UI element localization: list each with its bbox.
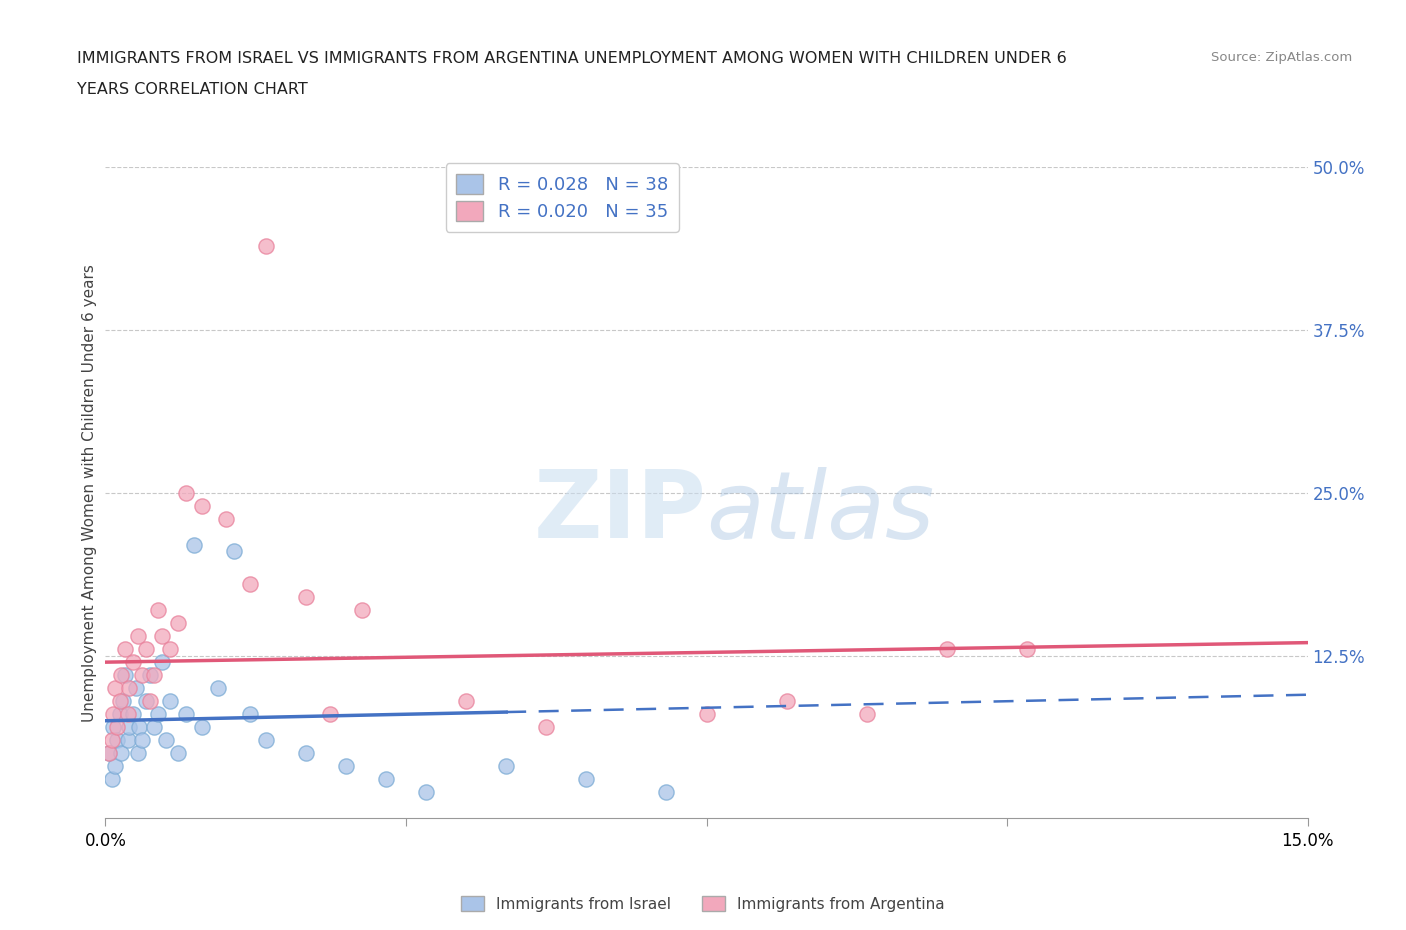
Point	[131, 733, 153, 748]
Point	[655, 785, 678, 800]
Point	[117, 707, 139, 722]
Point	[936, 642, 959, 657]
Point	[159, 694, 181, 709]
Point	[295, 590, 318, 604]
Point	[174, 707, 197, 722]
Point	[239, 577, 262, 591]
Point	[135, 694, 157, 709]
Legend: R = 0.028   N = 38, R = 0.020   N = 35: R = 0.028 N = 38, R = 0.020 N = 35	[446, 164, 679, 232]
Point	[190, 498, 212, 513]
Point	[135, 642, 157, 657]
Point	[138, 668, 160, 683]
Point	[295, 746, 318, 761]
Point	[101, 733, 124, 748]
Point	[335, 759, 357, 774]
Point	[155, 733, 177, 748]
Text: YEARS CORRELATION CHART: YEARS CORRELATION CHART	[77, 82, 308, 97]
Point	[146, 603, 169, 618]
Point	[495, 759, 517, 774]
Point	[118, 720, 141, 735]
Point	[183, 538, 205, 552]
Point	[159, 642, 181, 657]
Y-axis label: Unemployment Among Women with Children Under 6 years: Unemployment Among Women with Children U…	[82, 264, 97, 722]
Point	[108, 694, 131, 709]
Point	[108, 707, 131, 722]
Point	[534, 720, 557, 735]
Text: ZIP: ZIP	[534, 467, 707, 558]
Point	[107, 733, 129, 748]
Point	[138, 694, 160, 709]
Point	[122, 655, 145, 670]
Point	[150, 655, 173, 670]
Point	[104, 681, 127, 696]
Point	[103, 707, 125, 722]
Point	[456, 694, 478, 709]
Point	[776, 694, 799, 709]
Point	[254, 733, 277, 748]
Point	[146, 707, 169, 722]
Text: atlas: atlas	[707, 467, 935, 558]
Point	[374, 772, 398, 787]
Point	[207, 681, 229, 696]
Point	[103, 720, 125, 735]
Point	[112, 694, 135, 709]
Point	[696, 707, 718, 722]
Point	[127, 629, 149, 644]
Point	[128, 720, 150, 735]
Point	[104, 759, 127, 774]
Point	[98, 746, 121, 761]
Point	[214, 512, 236, 526]
Point	[350, 603, 373, 618]
Point	[127, 746, 149, 761]
Point	[254, 238, 277, 253]
Point	[125, 681, 148, 696]
Point	[142, 668, 165, 683]
Point	[122, 707, 145, 722]
Point	[174, 485, 197, 500]
Point	[101, 772, 124, 787]
Point	[166, 616, 188, 631]
Legend: Immigrants from Israel, Immigrants from Argentina: Immigrants from Israel, Immigrants from …	[456, 889, 950, 918]
Point	[114, 642, 136, 657]
Point	[1015, 642, 1038, 657]
Point	[222, 544, 245, 559]
Point	[114, 668, 136, 683]
Point	[239, 707, 262, 722]
Point	[131, 668, 153, 683]
Point	[142, 720, 165, 735]
Point	[855, 707, 877, 722]
Point	[118, 681, 141, 696]
Point	[107, 720, 129, 735]
Point	[110, 668, 132, 683]
Point	[319, 707, 342, 722]
Point	[166, 746, 188, 761]
Text: IMMIGRANTS FROM ISRAEL VS IMMIGRANTS FROM ARGENTINA UNEMPLOYMENT AMONG WOMEN WIT: IMMIGRANTS FROM ISRAEL VS IMMIGRANTS FRO…	[77, 51, 1067, 66]
Point	[117, 733, 139, 748]
Point	[190, 720, 212, 735]
Point	[575, 772, 598, 787]
Point	[98, 746, 121, 761]
Point	[415, 785, 437, 800]
Text: Source: ZipAtlas.com: Source: ZipAtlas.com	[1212, 51, 1353, 64]
Point	[110, 746, 132, 761]
Point	[150, 629, 173, 644]
